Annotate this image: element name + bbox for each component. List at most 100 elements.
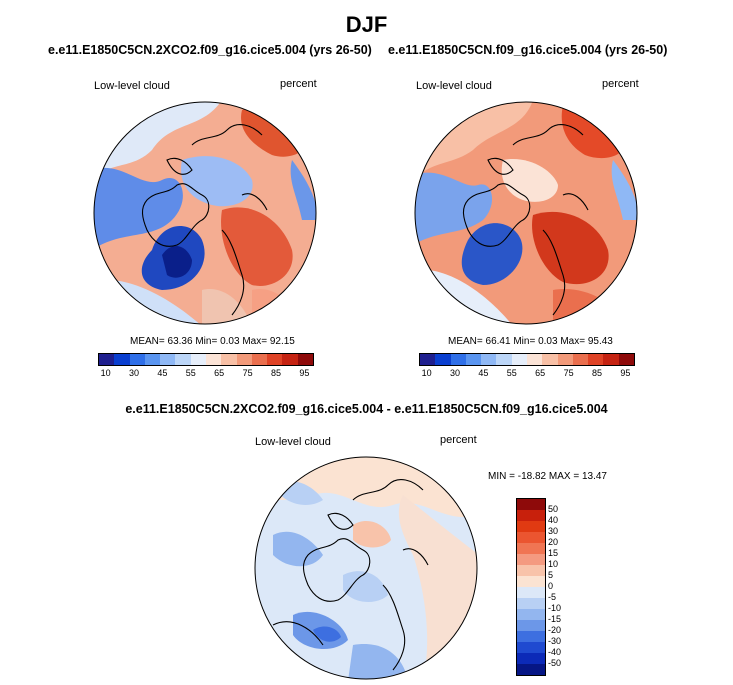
panel-b-colorbar-color-12: [603, 354, 619, 365]
panel-diff-colorbar-color-2: [517, 521, 545, 532]
panel-diff-variable-label: Low-level cloud: [255, 436, 331, 448]
panel-a-colorbar-tick-label: 85: [270, 368, 281, 378]
panel-diff-colorbar-tick-label: 50: [548, 504, 559, 514]
panel-diff-colorbar-color-7: [517, 576, 545, 587]
panel-diff-colorbar-tick-label: -30: [548, 636, 562, 646]
panel-b-colorbar-color-1: [435, 354, 451, 365]
panel-diff-stats: MIN = -18.82 MAX = 13.47: [488, 471, 607, 482]
panel-b-colorbar-color-7: [526, 354, 543, 365]
panel-b-stats: MEAN= 66.41 Min= 0.03 Max= 95.43: [448, 336, 613, 347]
panel-a-colorbar-color-11: [267, 354, 283, 365]
panel-b-colorbar-tick-label: 45: [478, 368, 489, 378]
panel-b-colorbar-color-10: [572, 354, 589, 365]
panel-diff-colorbar-tick-label: 0: [548, 581, 554, 591]
panel-diff-colorbar-tick-label: -40: [548, 647, 562, 657]
panel-b-colorbar-color-13: [618, 354, 634, 365]
panel-a-colorbar-color-8: [221, 354, 237, 365]
panel-diff-colorbar-color-3: [517, 532, 545, 543]
panel-b-polar-map: [414, 101, 638, 325]
panel-b-variable-label: Low-level cloud: [416, 80, 492, 92]
panel-a-colorbar-color-7: [205, 354, 222, 365]
panel-diff-colorbar-tick-label: 5: [548, 570, 554, 580]
panel-b-colorbar-tick-label: 95: [620, 368, 631, 378]
panel-a-colorbar-color-3: [144, 354, 161, 365]
panel-b-colorbar-tick-label: 65: [535, 368, 546, 378]
panel-diff-colorbar-color-11: [517, 620, 545, 631]
panel-diff-units-label: percent: [440, 434, 477, 446]
panel-b-colorbar-tick-label: 85: [591, 368, 602, 378]
panel-a-title: e.e11.E1850C5CN.2XCO2.f09_g16.cice5.004 …: [48, 43, 372, 57]
panel-diff-max-value: 13.47: [581, 471, 607, 482]
panel-a-colorbar-color-2: [129, 354, 145, 365]
panel-diff-colorbar-color-5: [517, 554, 545, 565]
panel-a-colorbar-tick-label: 45: [157, 368, 168, 378]
panel-a-colorbar-color-9: [236, 354, 252, 365]
panel-a-min-label: Min=: [195, 336, 218, 347]
panel-diff-colorbar-color-10: [517, 609, 545, 620]
panel-a-colorbar-color-12: [282, 354, 298, 365]
panel-b-colorbar-color-0: [420, 354, 436, 365]
panel-b-colorbar-tick-label: 30: [450, 368, 461, 378]
panel-diff-polar-map: [254, 456, 478, 680]
panel-b-colorbar-color-8: [542, 354, 558, 365]
panel-diff-colorbar-color-15: [517, 664, 545, 675]
panel-diff-colorbar-tick-label: -50: [548, 658, 562, 668]
panel-a-colorbar-tick-label: 65: [214, 368, 225, 378]
panel-diff-colorbar-tick-label: 20: [548, 537, 559, 547]
panel-a-stats: MEAN= 63.36 Min= 0.03 Max= 92.15: [130, 336, 295, 347]
panel-diff-colorbar-color-4: [517, 543, 545, 554]
panel-b-min-value: 0.03: [538, 336, 558, 347]
panel-diff-colorbar-tick-label: 10: [548, 559, 559, 569]
main-title: DJF: [345, 12, 388, 37]
panel-diff-title: e.e11.E1850C5CN.2XCO2.f09_g16.cice5.004 …: [125, 402, 608, 416]
panel-b-mean-label: MEAN=: [448, 336, 483, 347]
panel-a-colorbar-color-13: [297, 354, 313, 365]
panel-diff-min-value: -18.82: [517, 471, 547, 482]
panel-b-mean-value: 66.41: [485, 336, 511, 347]
panel-a-max-label: Max=: [242, 336, 268, 347]
panel-b-colorbar-tick-label: 75: [563, 368, 574, 378]
panel-b-colorbar-color-9: [557, 354, 573, 365]
panel-a-variable-label: Low-level cloud: [94, 80, 170, 92]
panel-b-colorbar-color-5: [496, 354, 512, 365]
panel-a-colorbar-tick-label: 10: [100, 368, 111, 378]
panel-b-colorbar-color-3: [465, 354, 482, 365]
panel-diff-colorbar-tick-label: -20: [548, 625, 562, 635]
panel-a-colorbar-color-0: [99, 354, 115, 365]
panel-a-colorbar-color-4: [160, 354, 176, 365]
panel-a-colorbar-tick-label: 55: [185, 368, 196, 378]
panel-diff-colorbar-tick-label: 15: [548, 548, 559, 558]
panel-b-colorbar-tick-label: 55: [506, 368, 517, 378]
panel-diff-colorbar-color-14: [517, 653, 545, 664]
panel-diff-colorbar-ticks: 50 40 30 20 15 10 5 0 -5 -10 -15 -20 -30 -40 -50: [548, 498, 578, 674]
panel-a-min-value: 0.03: [220, 336, 240, 347]
panel-diff-colorbar-tick-label: 40: [548, 515, 559, 525]
panel-diff-min-label: MIN =: [488, 471, 515, 482]
panel-diff-colorbar-tick-label: -15: [548, 614, 562, 624]
panel-diff-colorbar-color-1: [517, 510, 545, 521]
panel-a-mean-value: 63.36: [167, 336, 193, 347]
panel-a-colorbar-tick-label: 30: [129, 368, 140, 378]
panel-diff-colorbar-color-12: [517, 631, 545, 642]
panel-b-colorbar-ticks: 10 30 45 55 65 75 85 95: [419, 368, 633, 380]
panel-a-colorbar-tick-label: 75: [242, 368, 253, 378]
panel-a-colorbar-color-1: [114, 354, 130, 365]
panel-diff-colorbar-color-9: [517, 598, 545, 609]
panel-b-colorbar: [419, 353, 635, 366]
panel-diff-max-label: MAX =: [548, 471, 580, 482]
panel-a-units-label: percent: [280, 78, 317, 90]
panel-a-max-value: 92.15: [269, 336, 295, 347]
panel-a-colorbar-color-5: [175, 354, 191, 365]
panel-b-title: e.e11.E1850C5CN.f09_g16.cice5.004 (yrs 2…: [388, 43, 668, 57]
panel-b-max-label: Max=: [560, 336, 586, 347]
panel-diff-colorbar-color-13: [517, 642, 545, 653]
panel-diff-colorbar-color-6: [517, 565, 545, 576]
panel-a-colorbar-ticks: 10 30 45 55 65 75 85 95: [98, 368, 312, 380]
panel-b-colorbar-color-11: [588, 354, 604, 365]
panel-diff-colorbar: [516, 498, 546, 676]
panel-b-colorbar-tick-label: 10: [421, 368, 432, 378]
panel-b-colorbar-color-2: [450, 354, 466, 365]
panel-a-colorbar: [98, 353, 314, 366]
panel-diff-colorbar-tick-label: -5: [548, 592, 557, 602]
panel-a-polar-map: [93, 101, 317, 325]
